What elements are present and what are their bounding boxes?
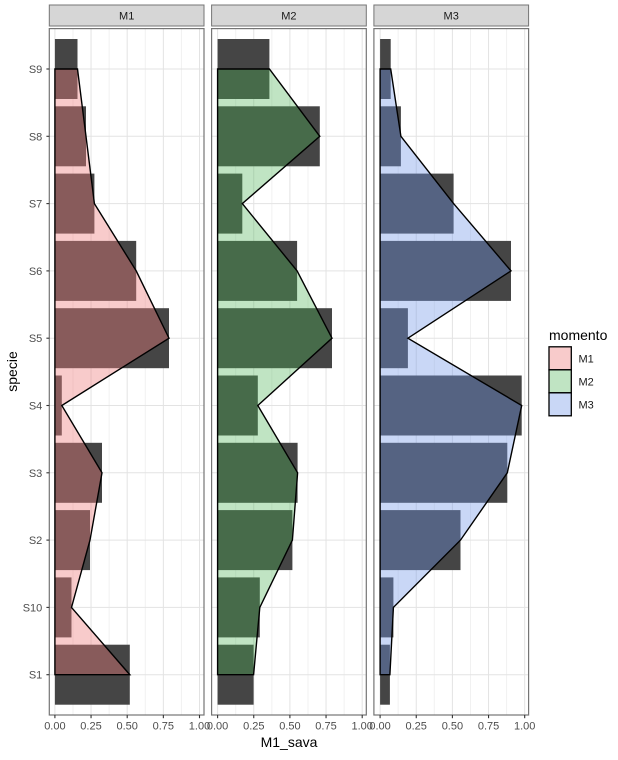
svg-text:M1_sava: M1_sava — [261, 734, 318, 750]
svg-text:M3: M3 — [579, 399, 594, 411]
svg-text:S10: S10 — [23, 602, 43, 614]
svg-text:momento: momento — [549, 327, 608, 343]
svg-text:M2: M2 — [579, 376, 594, 388]
svg-text:0.75: 0.75 — [478, 720, 499, 732]
svg-text:0.50: 0.50 — [442, 720, 463, 732]
svg-text:0.25: 0.25 — [80, 720, 101, 732]
svg-text:M2: M2 — [281, 11, 296, 23]
svg-text:0.75: 0.75 — [315, 720, 336, 732]
svg-text:S6: S6 — [29, 266, 42, 278]
svg-text:0.25: 0.25 — [243, 720, 264, 732]
svg-text:S7: S7 — [29, 199, 42, 211]
svg-text:S4: S4 — [29, 401, 42, 413]
svg-text:M1: M1 — [579, 353, 594, 365]
svg-text:0.00: 0.00 — [44, 720, 65, 732]
svg-text:S3: S3 — [29, 468, 42, 480]
svg-text:1.00: 1.00 — [189, 720, 210, 732]
svg-text:specie: specie — [4, 351, 20, 392]
svg-text:S9: S9 — [29, 64, 42, 76]
svg-text:M3: M3 — [444, 11, 459, 23]
svg-text:0.00: 0.00 — [369, 720, 390, 732]
svg-text:S5: S5 — [29, 333, 42, 345]
svg-text:0.75: 0.75 — [153, 720, 174, 732]
svg-text:0.50: 0.50 — [279, 720, 300, 732]
svg-text:M1: M1 — [119, 11, 134, 23]
svg-text:S8: S8 — [29, 131, 42, 143]
svg-text:0.50: 0.50 — [116, 720, 137, 732]
svg-text:0.25: 0.25 — [405, 720, 426, 732]
svg-text:S1: S1 — [29, 670, 42, 682]
svg-text:1.00: 1.00 — [351, 720, 372, 732]
svg-text:1.00: 1.00 — [514, 720, 535, 732]
svg-text:0.00: 0.00 — [207, 720, 228, 732]
svg-text:S2: S2 — [29, 535, 42, 547]
